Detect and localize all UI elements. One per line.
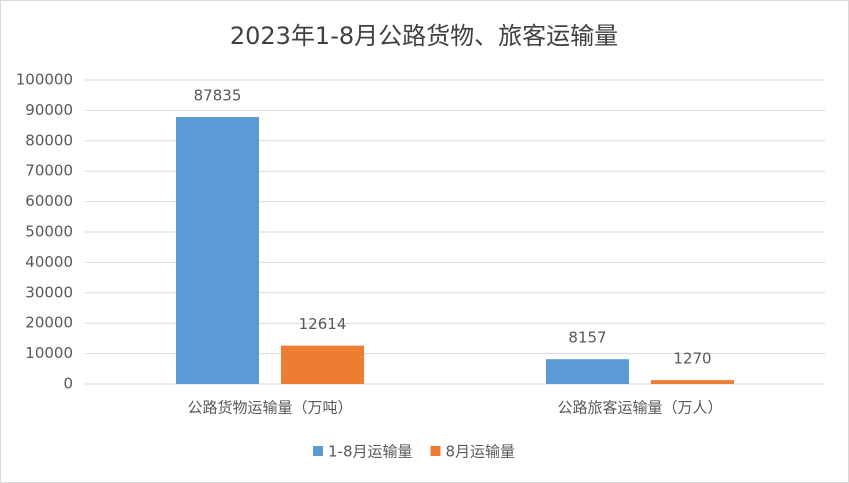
y-tick-label: 100000 bbox=[16, 71, 73, 89]
legend-swatch bbox=[313, 446, 323, 456]
data-label: 8157 bbox=[568, 329, 606, 347]
y-tick-label: 20000 bbox=[25, 314, 73, 332]
y-tick-label: 30000 bbox=[25, 283, 73, 301]
y-tick-label: 60000 bbox=[25, 192, 73, 210]
data-label: 87835 bbox=[194, 86, 242, 104]
y-tick-label: 80000 bbox=[25, 131, 73, 149]
chart-title: 2023年1-8月公路货物、旅客运输量 bbox=[230, 22, 618, 50]
x-tick-label: 公路货物运输量（万吨） bbox=[187, 399, 352, 417]
legend-label: 8月运输量 bbox=[446, 443, 516, 461]
y-tick-label: 40000 bbox=[25, 253, 73, 271]
y-tick-label: 70000 bbox=[25, 162, 73, 180]
bar bbox=[546, 359, 629, 384]
bar bbox=[176, 116, 259, 384]
bar bbox=[651, 380, 734, 384]
legend-swatch bbox=[430, 446, 441, 456]
y-tick-label: 0 bbox=[63, 375, 73, 393]
y-tick-label: 90000 bbox=[25, 101, 73, 119]
y-tick-label: 10000 bbox=[25, 344, 73, 362]
legend-label: 1-8月运输量 bbox=[328, 443, 413, 461]
y-tick-label: 50000 bbox=[25, 223, 73, 241]
x-tick-label: 公路旅客运输量（万人） bbox=[557, 399, 722, 417]
data-label: 1270 bbox=[673, 350, 711, 368]
data-label: 12614 bbox=[299, 315, 347, 333]
bar bbox=[281, 345, 364, 384]
